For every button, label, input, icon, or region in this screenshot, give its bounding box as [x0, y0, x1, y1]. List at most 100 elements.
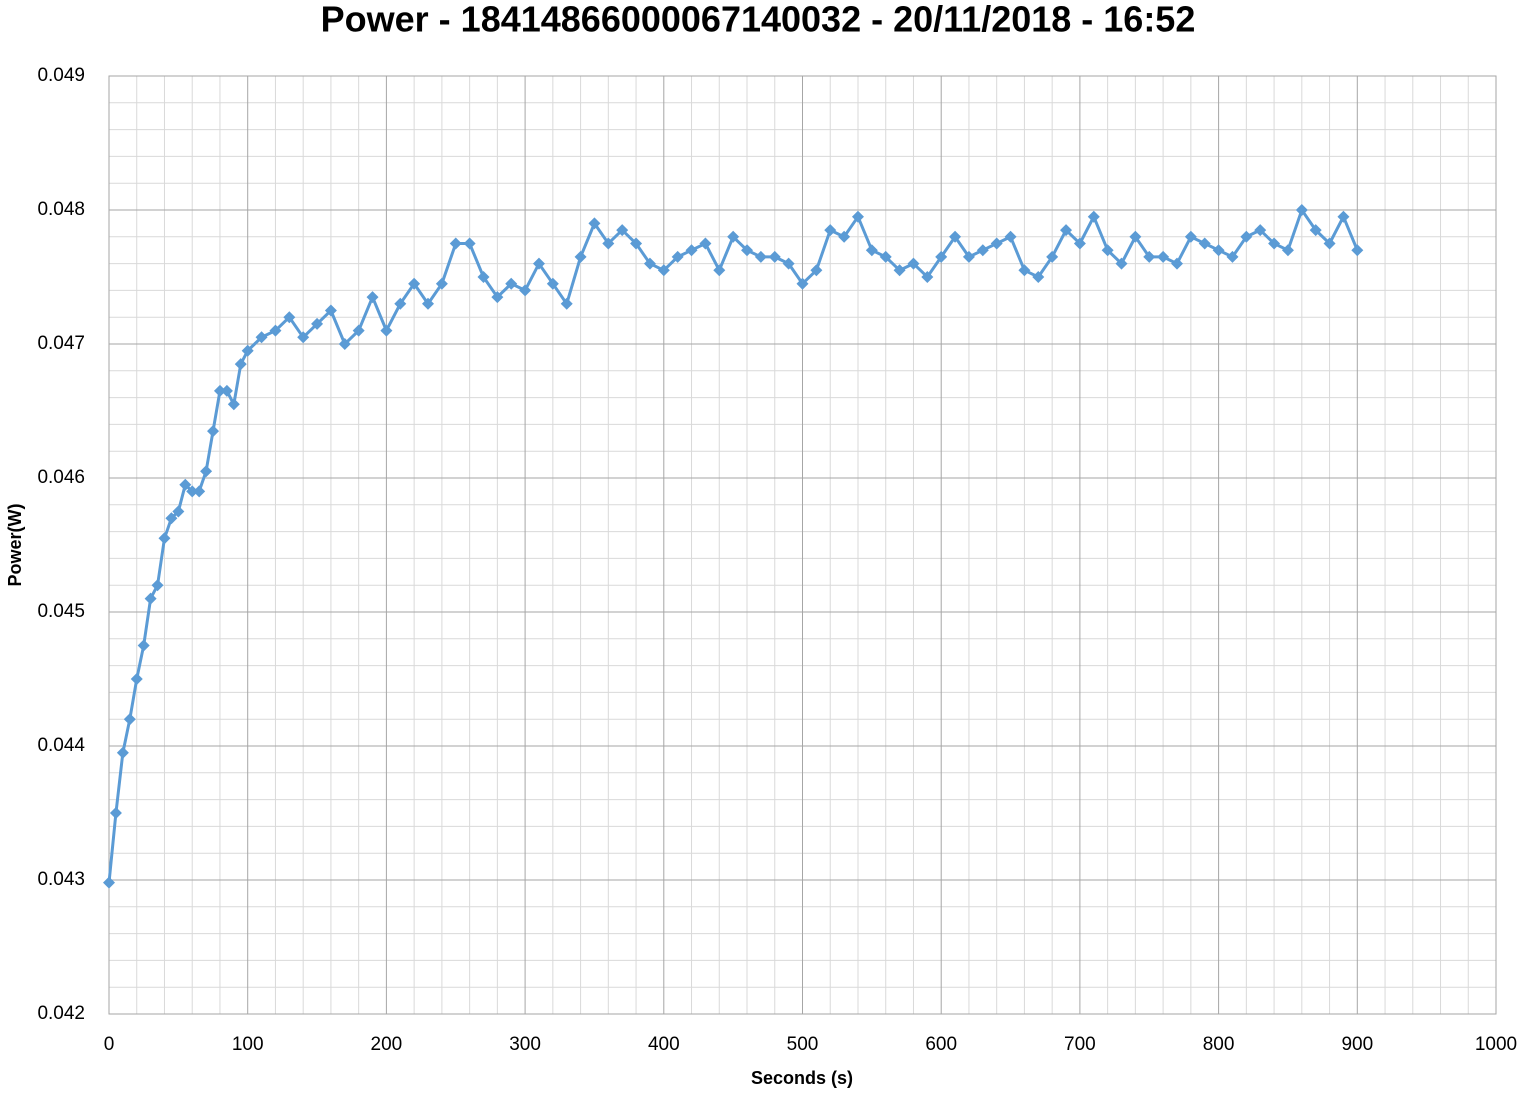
x-tick-label: 600: [925, 1034, 957, 1055]
data-point: [158, 532, 171, 545]
data-point: [796, 277, 809, 290]
x-tick-label: 1000: [1475, 1034, 1517, 1055]
x-tick-label: 400: [648, 1034, 680, 1055]
y-tick-label: 0.047: [37, 333, 85, 354]
data-point: [338, 338, 351, 350]
data-point: [1143, 250, 1156, 263]
data-point: [907, 257, 920, 270]
x-tick-label: 300: [509, 1034, 541, 1055]
y-tick-label: 0.046: [37, 467, 85, 488]
data-point: [824, 224, 837, 237]
data-point: [879, 250, 892, 263]
data-point: [463, 237, 476, 250]
data-point: [116, 746, 129, 759]
data-point: [213, 384, 226, 397]
data-point: [1295, 204, 1308, 216]
data-point: [560, 297, 573, 310]
data-point: [227, 398, 240, 411]
data-point: [435, 277, 448, 290]
x-tick-label: 200: [371, 1034, 403, 1055]
data-point: [1226, 250, 1239, 263]
data-point: [297, 331, 310, 344]
data-point: [491, 291, 504, 304]
data-point: [574, 250, 587, 263]
x-tick-label: 0: [104, 1034, 115, 1055]
data-point: [1254, 224, 1267, 237]
data-point: [741, 244, 754, 257]
y-tick-label: 0.045: [37, 601, 85, 622]
data-point: [1281, 244, 1294, 257]
data-point: [1309, 224, 1322, 237]
data-point: [255, 331, 268, 344]
data-point: [130, 673, 143, 685]
x-tick-label: 900: [1341, 1034, 1373, 1055]
data-point: [588, 217, 601, 230]
data-point: [172, 505, 185, 518]
data-point: [324, 304, 337, 317]
data-point: [893, 264, 906, 277]
data-point: [1101, 244, 1114, 257]
data-point: [449, 237, 462, 250]
data-point: [220, 384, 233, 397]
x-tick-label: 500: [787, 1034, 819, 1055]
data-point: [727, 230, 740, 243]
x-tick-label: 800: [1203, 1034, 1235, 1055]
data-point: [144, 592, 157, 605]
y-axis-title: Power(W): [5, 503, 25, 586]
data-point: [699, 237, 712, 250]
data-point: [207, 425, 220, 438]
data-point: [505, 277, 518, 290]
data-point: [921, 271, 934, 283]
data-point: [810, 264, 823, 277]
y-tick-label: 0.049: [37, 65, 85, 86]
data-point: [546, 277, 559, 290]
data-point: [1018, 264, 1031, 277]
data-point: [477, 271, 490, 283]
data-point: [865, 244, 878, 257]
data-point: [408, 277, 421, 290]
data-point: [1351, 244, 1364, 257]
data-point: [179, 478, 192, 491]
y-tick-label: 0.044: [37, 735, 85, 756]
data-point: [1212, 244, 1225, 257]
data-point: [782, 257, 795, 270]
x-tick-label: 100: [232, 1034, 264, 1055]
x-tick-label: 700: [1064, 1034, 1096, 1055]
data-point: [1004, 230, 1017, 243]
data-point: [352, 324, 365, 337]
data-point: [311, 317, 324, 330]
data-point: [1323, 237, 1336, 250]
data-point: [851, 210, 864, 223]
data-point: [1129, 230, 1142, 243]
x-axis-title: Seconds (s): [751, 1068, 853, 1088]
data-point: [990, 237, 1003, 250]
chart-title: Power - 18414866000067140032 - 20/11/201…: [321, 0, 1196, 40]
data-point: [193, 485, 206, 498]
data-point: [103, 876, 115, 889]
y-tick-label: 0.042: [37, 1003, 85, 1024]
data-point: [394, 297, 407, 310]
data-point: [532, 257, 545, 270]
data-line: [107, 206, 1359, 883]
data-point: [200, 465, 213, 478]
data-point: [1046, 250, 1059, 263]
data-point: [165, 512, 178, 525]
data-point: [602, 237, 615, 250]
data-point: [151, 579, 164, 592]
data-point: [283, 311, 296, 324]
data-point: [671, 250, 684, 263]
data-point: [241, 344, 254, 357]
data-point: [1087, 210, 1100, 223]
data-point: [1268, 237, 1281, 250]
data-point: [1073, 237, 1086, 250]
data-point: [962, 250, 975, 263]
data-point: [1198, 237, 1211, 250]
data-point: [838, 230, 851, 243]
data-point: [422, 297, 435, 310]
y-tick-label: 0.048: [37, 199, 85, 220]
data-point: [1157, 250, 1170, 263]
data-point: [109, 807, 122, 819]
data-point: [137, 639, 150, 652]
data-point: [949, 230, 962, 243]
